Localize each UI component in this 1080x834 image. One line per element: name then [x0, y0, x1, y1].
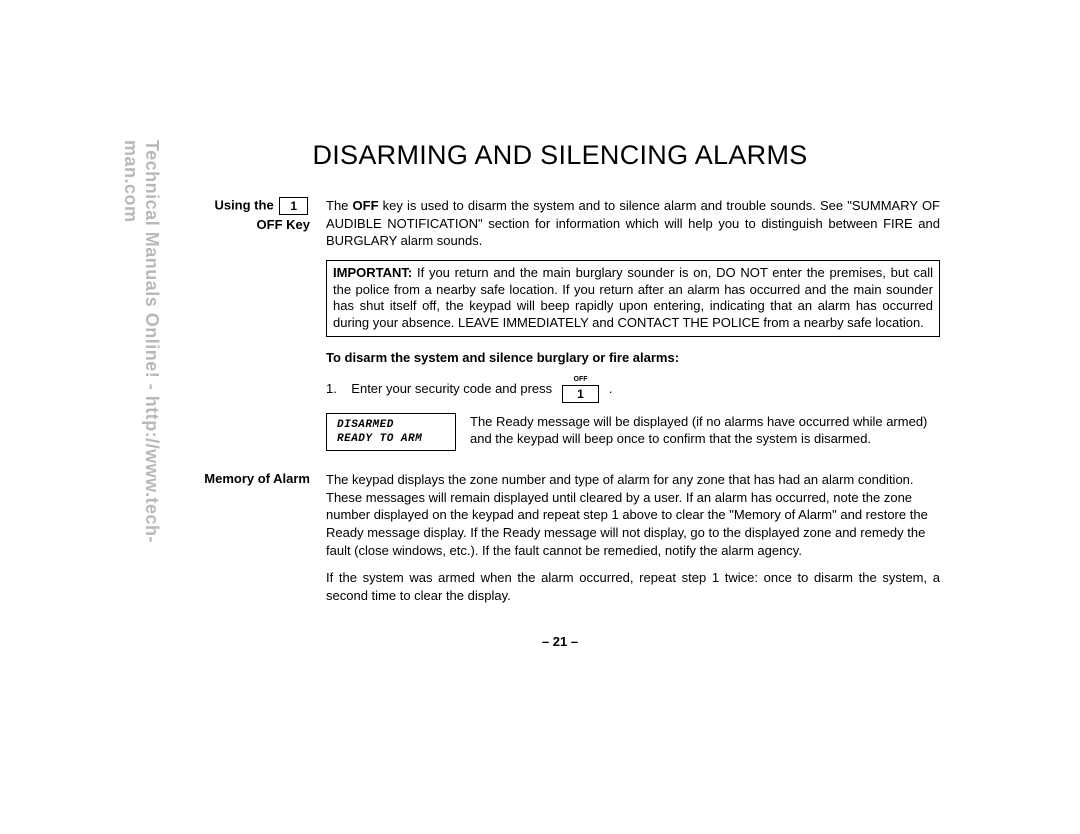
label-off-key-suffix: OFF Key — [180, 217, 310, 232]
keypad-display: DISARMED READY TO ARM — [326, 413, 456, 452]
page-number: – 21 – — [180, 634, 940, 649]
label-using-the: Using the — [214, 197, 273, 212]
intro-paragraph: The OFF key is used to disarm the system… — [326, 197, 940, 250]
page-content: DISARMING AND SILENCING ALARMS Using the… — [180, 140, 940, 649]
page-title: DISARMING AND SILENCING ALARMS — [180, 140, 940, 171]
important-box: IMPORTANT: If you return and the main bu… — [326, 260, 940, 338]
subhead-disarm: To disarm the system and silence burglar… — [326, 349, 940, 367]
memory-para-2: If the system was armed when the alarm o… — [326, 569, 940, 604]
label-memory-text: Memory of Alarm — [204, 471, 310, 486]
label-memory: Memory of Alarm — [180, 471, 310, 614]
key-off-group: OFF 1 — [560, 375, 601, 403]
memory-para-1: The keypad displays the zone number and … — [326, 471, 940, 559]
section-memory: Memory of Alarm The keypad displays the … — [180, 471, 940, 614]
intro-a: The — [326, 198, 353, 213]
display-message: The Ready message will be displayed (if … — [470, 413, 940, 452]
display-line-1: DISARMED — [337, 418, 445, 432]
important-label: IMPORTANT: — [333, 265, 412, 280]
display-row: DISARMED READY TO ARM The Ready message … — [326, 413, 940, 452]
important-text: If you return and the main burglary soun… — [333, 265, 933, 331]
step-1: 1. Enter your security code and press OF… — [326, 375, 940, 403]
content-memory: The keypad displays the zone number and … — [326, 471, 940, 614]
off-small-label: OFF — [560, 375, 601, 384]
key-1-step: 1 — [562, 385, 599, 403]
step-1-text: 1. Enter your security code and press — [326, 380, 552, 398]
intro-bold: OFF — [353, 198, 379, 213]
content-off-key: The OFF key is used to disarm the system… — [326, 197, 940, 461]
key-1-label: 1 — [279, 197, 308, 215]
intro-b: key is used to disarm the system and to … — [326, 198, 940, 248]
display-line-2: READY TO ARM — [337, 432, 445, 446]
watermark-text: Technical Manuals Online! - http://www.t… — [120, 140, 162, 580]
step-1-end: . — [609, 380, 613, 398]
section-off-key: Using the 1 OFF Key The OFF key is used … — [180, 197, 940, 461]
label-off-key: Using the 1 OFF Key — [180, 197, 310, 461]
